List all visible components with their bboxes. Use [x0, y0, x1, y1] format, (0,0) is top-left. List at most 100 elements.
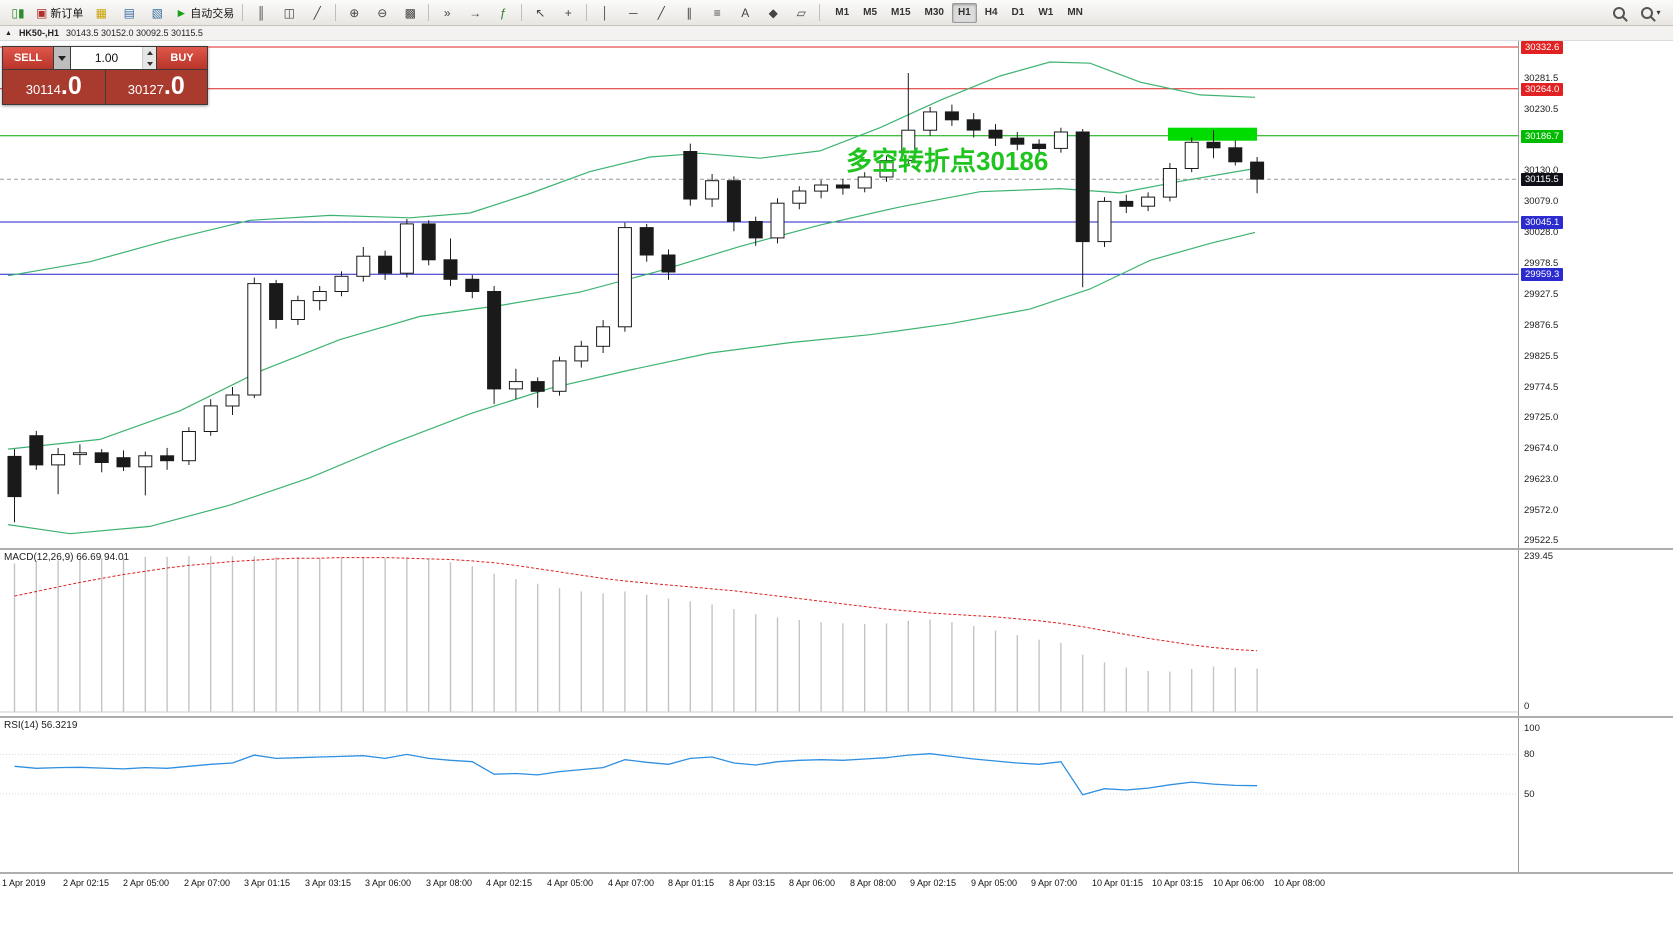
volume-field[interactable]: 1.00: [71, 47, 156, 69]
rsi-splitter[interactable]: [0, 716, 1673, 718]
bullish-candle-body: [770, 202, 785, 239]
price-axis[interactable]: 30332.630281.530264.030230.530186.730180…: [1518, 41, 1673, 874]
tile-windows-icon-button[interactable]: ▩: [397, 2, 423, 24]
timeframe-button-m30[interactable]: M30: [924, 7, 944, 18]
text-icon-glyph: A: [741, 5, 750, 20]
toolbar-right: ▾: [1605, 2, 1669, 24]
rsi-canvas[interactable]: [0, 718, 1518, 872]
bollinger-upper-band: [7, 61, 1256, 277]
bullish-candle-body: [225, 394, 240, 407]
bullish-candle-body: [247, 283, 262, 396]
trendline-icon-button[interactable]: ╱: [648, 2, 674, 24]
search-icon: [1613, 6, 1625, 19]
candlestick-icon-button[interactable]: ◫: [276, 2, 302, 24]
new-order-glyph: ▣: [36, 5, 48, 20]
cursor-icon-button[interactable]: ↖: [527, 2, 553, 24]
bearish-candle-body: [988, 129, 1003, 139]
bearish-candle-body: [1075, 131, 1090, 243]
collapse-icon[interactable]: ▲: [5, 29, 12, 37]
bullish-candle-body: [1141, 196, 1156, 207]
auto-scroll-icon-button[interactable]: »: [434, 2, 460, 24]
macd-canvas[interactable]: [0, 550, 1518, 716]
zoom-out-icon-button[interactable]: ⊖: [369, 2, 395, 24]
bearish-candle-body: [116, 457, 131, 468]
rsi-axis-label: 50: [1524, 789, 1535, 800]
timeframe-button-m1[interactable]: M1: [835, 7, 850, 18]
time-axis-splitter: [0, 872, 1673, 874]
order-controls-row: SELL 1.00 BUY: [3, 47, 207, 69]
market-watch-icon-button[interactable]: ▤: [116, 2, 142, 24]
bullish-candle-body: [334, 275, 349, 293]
chart-windows-icon-button[interactable]: ▦: [88, 2, 114, 24]
navigator-icon-button[interactable]: ▧: [144, 2, 170, 24]
macd-axis-label: 0: [1524, 701, 1530, 712]
volume-decrement-button[interactable]: [143, 58, 156, 69]
horizontal-line-icon-button[interactable]: ─: [620, 2, 646, 24]
bullish-candle-body: [1162, 168, 1177, 198]
price-axis-label: 29825.5: [1524, 351, 1559, 362]
time-axis[interactable]: 1 Apr 2019 2 Apr 02:15 2 Apr 05:00 2 Apr 07…: [0, 874, 1673, 894]
new-order-button[interactable]: ▣ 新订单: [33, 2, 86, 24]
sell-price-pips: .0: [60, 72, 82, 100]
sell-price-main: 30114: [25, 82, 61, 97]
window-menu-button[interactable]: ▾: [1638, 2, 1664, 24]
timeframe-button-w1[interactable]: W1: [1038, 7, 1054, 18]
time-axis-label: 10 Apr 06:00: [1213, 878, 1265, 888]
chart-windows-icon-glyph: ▦: [95, 5, 108, 20]
sell-button[interactable]: SELL: [3, 47, 53, 69]
price-axis-label: 29978.5: [1524, 258, 1559, 269]
channel-icon-button[interactable]: ∥: [676, 2, 702, 24]
bearish-candle-body: [726, 180, 741, 222]
main-chart-canvas[interactable]: 多空转折点30186: [0, 41, 1518, 548]
bearish-candle-body: [378, 255, 393, 274]
macd-axis-label: 239.45: [1524, 551, 1554, 562]
timeframe-button-h4[interactable]: H4: [984, 7, 998, 18]
price-axis-label: 30230.5: [1524, 104, 1559, 115]
line-chart-icon-button[interactable]: ╱: [304, 2, 330, 24]
zoom-in-icon-button[interactable]: ⊕: [341, 2, 367, 24]
volume-input[interactable]: 1.00: [94, 51, 119, 65]
bar-chart-icon-button[interactable]: ║: [248, 2, 274, 24]
text-icon-button[interactable]: A: [732, 2, 758, 24]
highlight-box[interactable]: [1168, 127, 1257, 141]
arrow-marker-icon-button[interactable]: ◆: [760, 2, 786, 24]
timeframe-button-h1[interactable]: H1: [951, 2, 977, 23]
price-axis-label: 29725.0: [1524, 412, 1559, 423]
bullish-candle-body: [814, 184, 829, 192]
volume-increment-button[interactable]: [143, 47, 156, 58]
volume-dropdown-button[interactable]: [54, 47, 70, 69]
rsi-axis-label: 100: [1524, 723, 1540, 734]
fibonacci-icon-button[interactable]: ≡: [704, 2, 730, 24]
time-axis-label: 9 Apr 05:00: [971, 878, 1018, 888]
price-line-label-green: 30186.7: [1521, 130, 1564, 143]
bearish-candle-body: [443, 259, 458, 280]
bullish-candle-body: [552, 360, 567, 392]
timeframe-button-m15[interactable]: M15: [891, 7, 911, 18]
macd-splitter[interactable]: [0, 548, 1673, 550]
rsi-axis-label: 80: [1524, 749, 1535, 760]
timeframe-button-d1[interactable]: D1: [1011, 7, 1025, 18]
bearish-candle-body: [944, 111, 959, 121]
zoom-out-icon-glyph: ⊖: [377, 5, 388, 20]
bearish-candle-body: [966, 119, 981, 131]
shapes-icon-glyph: ▱: [796, 5, 806, 20]
annotation-text[interactable]: 多空转折点30186: [846, 146, 1048, 176]
search-icon-button[interactable]: [1606, 2, 1632, 24]
indicators-icon-button[interactable]: ƒ: [490, 2, 516, 24]
buy-button[interactable]: BUY: [157, 47, 207, 69]
price-axis-label: 29572.0: [1524, 505, 1559, 516]
timeframe-button-mn[interactable]: MN: [1067, 7, 1083, 18]
shapes-icon-button[interactable]: ▱: [788, 2, 814, 24]
chart-shift-icon-button[interactable]: →: [462, 2, 488, 24]
sell-price-display[interactable]: 30114 .0: [3, 70, 105, 104]
price-axis-label: 30028.0: [1524, 227, 1559, 238]
main-chart-panel: 多空转折点30186: [0, 41, 1518, 548]
new-chart-icon-button[interactable]: ▯▮: [5, 2, 31, 24]
bullish-candle-body: [617, 227, 632, 328]
timeframe-button-m5[interactable]: M5: [863, 7, 878, 18]
autotrading-button[interactable]: ► 自动交易: [172, 2, 237, 24]
buy-price-display[interactable]: 30127 .0: [105, 70, 207, 104]
bearish-candle-body: [29, 435, 44, 466]
crosshair-icon-button[interactable]: +: [555, 2, 581, 24]
vertical-line-icon-button[interactable]: │: [592, 2, 618, 24]
